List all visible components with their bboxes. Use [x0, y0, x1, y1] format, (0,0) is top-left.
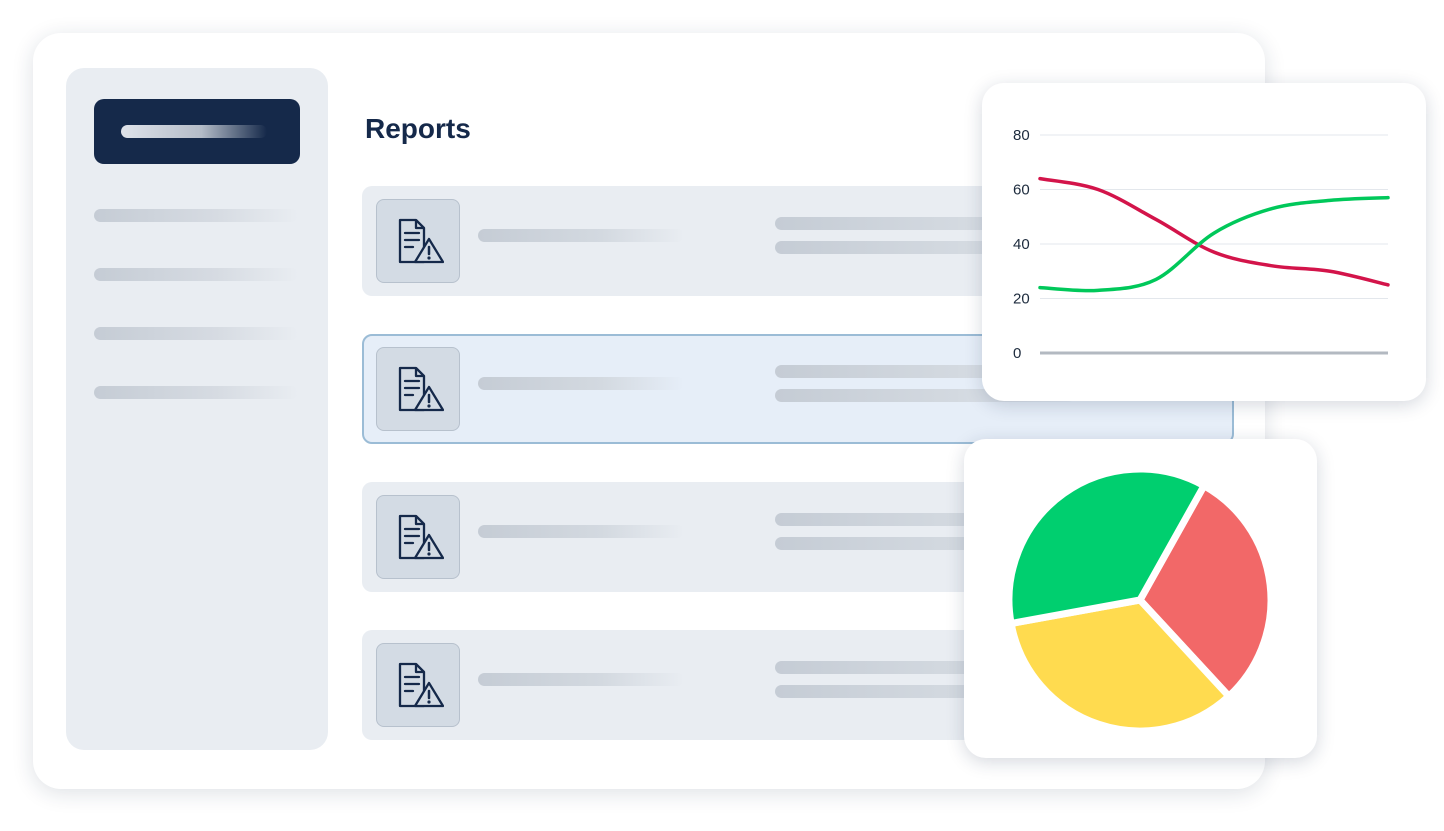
- report-warning-icon: [376, 347, 460, 431]
- y-tick-label: 0: [1013, 345, 1021, 362]
- y-tick-label: 80: [1013, 127, 1030, 144]
- page-title: Reports: [365, 113, 471, 144]
- pie-chart: [1005, 465, 1275, 735]
- sidebar-item[interactable]: [94, 268, 298, 281]
- pie-slice-1: [1007, 596, 1233, 735]
- report-warning-icon: [376, 199, 460, 283]
- sidebar-item[interactable]: [94, 386, 298, 399]
- line-series-0: [1038, 176, 1390, 287]
- line-series-1: [1038, 195, 1390, 293]
- sidebar-item[interactable]: [94, 327, 298, 340]
- y-tick-label: 40: [1013, 236, 1030, 253]
- sidebar: [66, 68, 328, 750]
- pie-slice-0: [1136, 482, 1275, 700]
- y-tick-label: 20: [1013, 291, 1030, 308]
- sidebar-item[interactable]: [94, 209, 298, 222]
- report-title-placeholder: [478, 229, 684, 242]
- pie-slice-2: [1005, 465, 1208, 627]
- report-title-placeholder: [478, 525, 684, 538]
- report-warning-icon: [376, 495, 460, 579]
- line-chart-card: 0 20 40 60 80: [982, 83, 1426, 401]
- y-tick-label: 60: [1013, 182, 1030, 199]
- pie-chart-card: [964, 439, 1317, 758]
- report-title-placeholder: [478, 673, 684, 686]
- line-chart: 0 20 40 60 80: [1013, 127, 1390, 362]
- report-warning-icon: [376, 643, 460, 727]
- sidebar-header-placeholder: [121, 125, 267, 138]
- report-title-placeholder: [478, 377, 684, 390]
- sidebar-header-item[interactable]: [94, 99, 300, 164]
